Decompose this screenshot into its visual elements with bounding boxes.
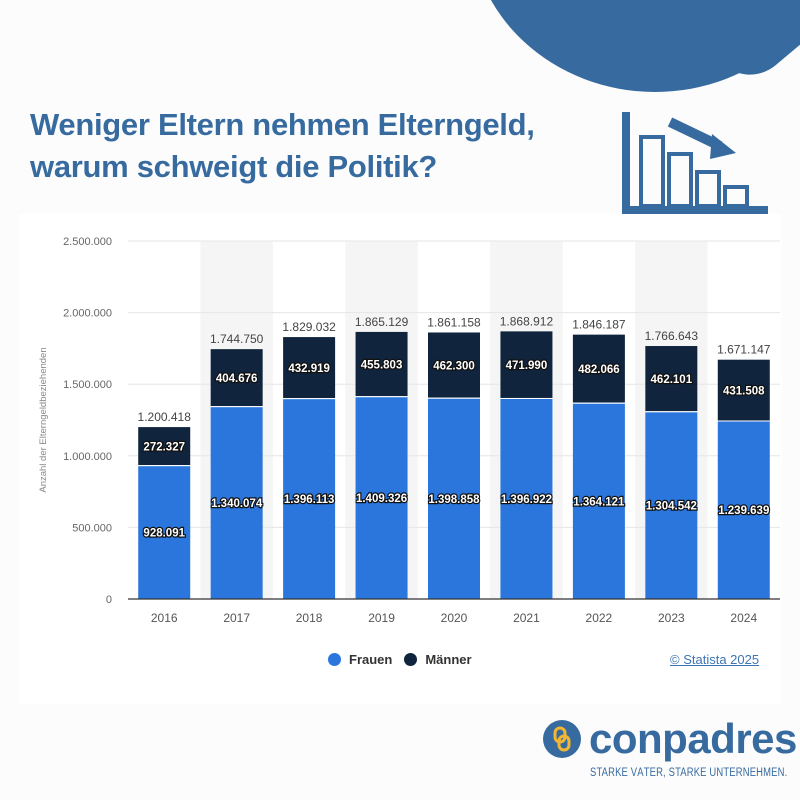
data-label-maenner: 462.101 <box>651 374 693 386</box>
y-axis-label: Anzahl der Elterngeldbeziehenden <box>38 347 49 492</box>
data-label-frauen: 1.396.113 <box>284 494 335 506</box>
bar-frauen <box>645 412 698 599</box>
data-label-total: 1.861.158 <box>427 315 481 329</box>
bar-frauen <box>138 466 191 599</box>
data-label-total: 1.744.750 <box>210 332 264 346</box>
x-tick-label: 2019 <box>368 611 395 625</box>
bar-frauen <box>355 397 408 599</box>
bar-maenner <box>428 332 480 398</box>
data-label-total: 1.829.032 <box>282 320 336 334</box>
data-label-frauen: 1.409.326 <box>356 493 407 505</box>
data-label-total: 1.868.912 <box>500 314 554 328</box>
y-tick-label: 500.000 <box>72 522 112 534</box>
data-label-total: 1.865.129 <box>355 315 409 329</box>
legend-swatch-frauen <box>328 653 341 666</box>
brand-name: conpadres <box>589 715 797 762</box>
page-title: Weniger Eltern nehmen Elterngeld, warum … <box>30 104 600 188</box>
bar-maenner <box>572 334 625 403</box>
data-label-maenner: 272.327 <box>143 442 185 454</box>
title-line-2: warum schweigt die Politik? <box>30 149 438 184</box>
x-tick-label: 2017 <box>223 611 250 625</box>
brand-logo: conpadres <box>543 718 797 760</box>
legend-swatch-maenner <box>404 653 418 666</box>
data-label-total: 1.200.418 <box>138 410 192 424</box>
data-label-frauen: 1.398.858 <box>428 494 480 506</box>
data-label-frauen: 928.091 <box>143 528 185 540</box>
brand-tagline: STARKE VÄTER, STARKE UNTERNEHMEN. <box>590 767 788 779</box>
x-tick-label: 2023 <box>658 611 685 625</box>
bar-frauen <box>428 398 480 599</box>
x-tick-label: 2022 <box>586 611 613 625</box>
data-label-maenner: 431.508 <box>723 386 765 398</box>
y-tick-label: 1.500.000 <box>63 379 112 391</box>
statista-credit-link[interactable]: © Statista 2025 <box>670 652 760 667</box>
bar-maenner <box>500 331 553 398</box>
title-line-1: Weniger Eltern nehmen Elterngeld, <box>30 107 535 142</box>
data-label-total: 1.846.187 <box>572 318 626 332</box>
legend-label-frauen: Frauen <box>349 652 393 667</box>
x-tick-label: 2020 <box>441 611 468 625</box>
legend-label-maenner: Männer <box>425 652 472 667</box>
bar-frauen <box>572 403 625 599</box>
bar-frauen <box>283 399 336 599</box>
bar-frauen <box>717 421 770 599</box>
data-label-maenner: 455.803 <box>361 360 403 372</box>
bar-maenner <box>283 337 336 399</box>
legend-item-maenner[interactable]: Männer <box>404 652 472 667</box>
data-label-maenner: 462.300 <box>433 361 475 373</box>
y-tick-label: 1.000.000 <box>63 451 112 463</box>
bar-maenner <box>645 346 698 412</box>
data-label-maenner: 471.990 <box>506 360 548 372</box>
data-label-frauen: 1.304.542 <box>646 501 697 513</box>
data-label-maenner: 432.919 <box>288 363 330 375</box>
bar-maenner <box>355 331 408 397</box>
x-tick-label: 2024 <box>730 611 757 625</box>
stacked-bar-chart: 0 500.000 1.000.000 1.500.000 2.000.000 2.500… <box>38 236 780 625</box>
y-tick-label: 0 <box>106 594 112 606</box>
data-label-total: 1.671.147 <box>717 343 771 357</box>
chart-legend: Frauen Männer <box>328 652 484 667</box>
legend-item-frauen[interactable]: Frauen <box>328 652 392 667</box>
data-label-maenner: 482.066 <box>578 364 620 376</box>
x-tick-label: 2018 <box>296 611 323 625</box>
bar-maenner <box>138 427 191 466</box>
chain-link-icon <box>543 720 581 758</box>
data-label-maenner: 404.676 <box>216 373 258 385</box>
x-tick-label: 2016 <box>151 611 178 625</box>
bar-maenner <box>717 359 770 421</box>
x-tick-label: 2021 <box>513 611 540 625</box>
data-label-frauen: 1.239.639 <box>718 505 769 517</box>
data-label-frauen: 1.340.074 <box>211 498 263 510</box>
y-tick-label: 2.500.000 <box>63 236 112 248</box>
declining-bar-chart-icon <box>622 112 768 216</box>
bar-frauen <box>210 407 263 599</box>
y-tick-label: 2.000.000 <box>63 308 112 320</box>
bar-maenner <box>210 349 263 407</box>
data-label-total: 1.766.643 <box>645 329 699 343</box>
data-label-frauen: 1.396.922 <box>501 494 552 506</box>
bar-frauen <box>500 398 553 599</box>
data-label-frauen: 1.364.121 <box>573 496 625 508</box>
